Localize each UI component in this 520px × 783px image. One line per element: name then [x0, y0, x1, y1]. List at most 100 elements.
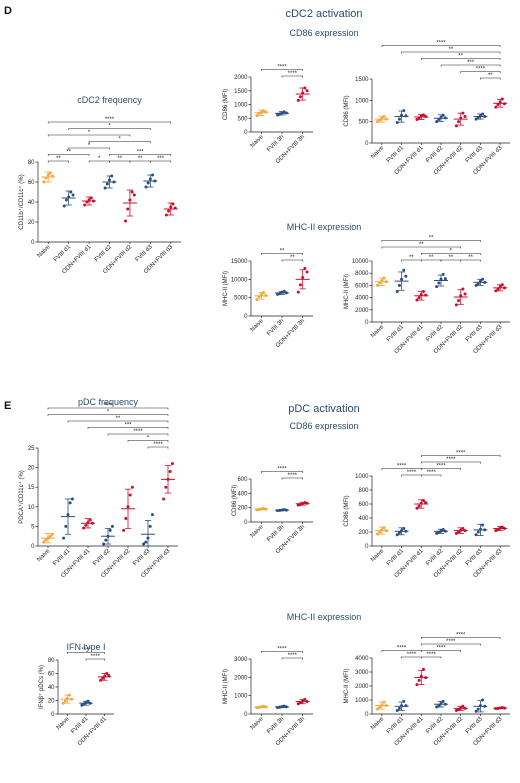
category-label: FVIII 3h — [266, 716, 285, 735]
data-point — [83, 203, 87, 207]
series-FVIII 3h — [275, 289, 289, 296]
series-ODN+FVIII d2 — [453, 287, 468, 307]
series-ODN+FVIII 3h — [295, 501, 310, 507]
data-point — [500, 97, 504, 101]
y-tick-label: 20 — [28, 220, 35, 226]
data-point — [476, 530, 480, 534]
y-tick-label: 80 — [28, 160, 35, 166]
significance-bracket — [261, 253, 303, 255]
y-tick-label: 3000 — [234, 657, 248, 663]
significance-label: * — [108, 124, 111, 130]
y-tick-label: 500 — [358, 120, 369, 126]
significance-label: * — [119, 137, 122, 143]
y-tick-label: 25 — [28, 446, 35, 452]
data-point — [62, 204, 66, 208]
category-label: Naive — [250, 716, 266, 732]
category-label: FVIII d2 — [94, 244, 114, 264]
series-FVIII d1 — [394, 109, 409, 125]
y-tick-label: 0 — [244, 130, 248, 136]
significance-bracket — [47, 154, 90, 156]
data-point — [415, 506, 419, 510]
data-point — [108, 528, 112, 532]
category-label: Naive — [250, 134, 266, 150]
data-point — [110, 524, 114, 528]
series-ODN+FVIII d1 — [82, 196, 97, 207]
significance-label: ** — [409, 255, 414, 261]
data-point — [441, 113, 445, 117]
data-point — [84, 523, 88, 527]
category-label: Naive — [370, 548, 386, 564]
significance-bracket — [109, 154, 172, 156]
data-point — [376, 532, 380, 536]
series-Naive — [254, 109, 269, 117]
category-label: FVIII d1 — [386, 145, 406, 165]
significance-label: * — [107, 410, 110, 416]
series-FVIII d3 — [473, 523, 488, 537]
significance-bracket — [147, 446, 169, 449]
panel-letter-e: E — [4, 400, 11, 412]
significance-bracket — [47, 121, 172, 124]
significance-bracket — [420, 461, 481, 464]
data-point — [61, 701, 65, 705]
series-Naive — [374, 115, 389, 124]
y-tick-label: 8000 — [355, 271, 369, 277]
series-FVIII d2 — [101, 524, 115, 546]
data-point — [298, 95, 302, 99]
data-point — [376, 283, 380, 287]
significance-label: ** — [458, 54, 463, 60]
chart-pdc_freq: pDC frequency 0 5 10 15 20 25 PDCA⁺/CD11c⁺ (%) N… — [18, 397, 178, 579]
significance-label: **** — [407, 470, 417, 476]
data-point — [457, 299, 461, 303]
series-ODN+FVIII d1 — [414, 290, 429, 302]
significance-label: **** — [277, 65, 287, 71]
series-FVIII d1 — [61, 190, 76, 208]
data-point — [435, 285, 439, 289]
series-ODN+FVIII d1 — [414, 499, 429, 510]
data-point — [424, 501, 428, 505]
significance-label: * — [88, 130, 91, 136]
charts-layer: cDC2 frequency 0 20 40 60 80 CD11b⁺/CD11c⁺ (%)… — [18, 41, 510, 747]
y-axis-label: CD86 (MFI) — [344, 95, 350, 126]
y-tick-label: 0 — [244, 520, 248, 526]
data-point — [132, 193, 136, 197]
data-point — [164, 213, 168, 217]
category-label: FVIII d1 — [386, 716, 406, 736]
significance-bracket — [420, 455, 501, 457]
category-label: FVIII 3h — [266, 134, 285, 153]
significance-label: **** — [456, 633, 466, 639]
series-FVIII d3 — [473, 277, 488, 287]
significance-bracket — [420, 468, 462, 470]
data-point — [494, 289, 498, 293]
data-point — [305, 89, 309, 93]
data-point — [170, 462, 174, 466]
significance-label: **** — [91, 654, 101, 660]
y-tick-label: 800 — [358, 488, 369, 494]
data-point — [130, 190, 134, 194]
data-point — [122, 528, 126, 532]
category-label: FVIII 3h — [266, 524, 285, 543]
category-label: FVIII d2 — [425, 548, 445, 568]
y-tick-label: 80 — [48, 658, 55, 664]
data-point — [105, 182, 109, 186]
significance-label: ** — [116, 416, 121, 422]
y-tick-label: 20 — [48, 699, 55, 705]
chart-cdc2_freq: cDC2 frequency 0 20 40 60 80 CD11b⁺/CD11c⁺ (%)… — [18, 95, 181, 275]
y-axis-label: MHC-II (MFI) — [344, 274, 350, 309]
data-point — [68, 501, 72, 505]
category-label: FVIII d2 — [92, 548, 112, 568]
data-point — [144, 540, 148, 544]
series-FVIII d1 — [394, 268, 409, 293]
significance-bracket — [281, 657, 303, 660]
data-point — [415, 298, 419, 302]
series-ODN+FVIII d3 — [163, 202, 178, 217]
panel-letter-d: D — [4, 5, 12, 17]
significance-bracket — [281, 477, 303, 480]
data-point — [457, 120, 461, 124]
data-point — [382, 115, 386, 119]
data-point — [454, 124, 458, 128]
data-point — [305, 501, 309, 505]
